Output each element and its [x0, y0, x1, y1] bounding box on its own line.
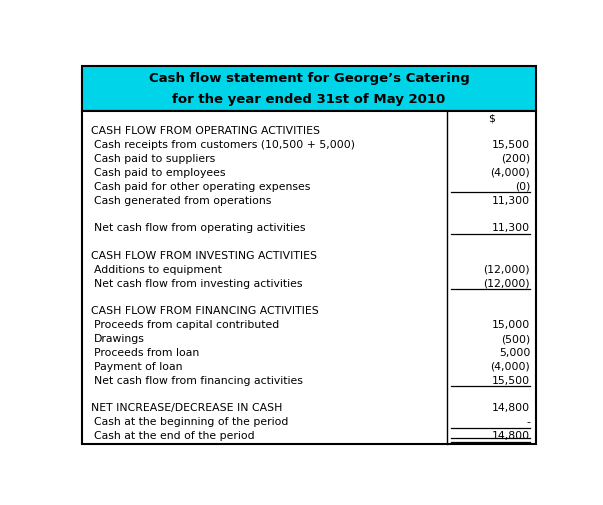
- Text: for the year ended 31st of May 2010: for the year ended 31st of May 2010: [172, 93, 446, 107]
- Text: Payment of loan: Payment of loan: [94, 362, 183, 372]
- Text: Cash receipts from customers (10,500 + 5,000): Cash receipts from customers (10,500 + 5…: [94, 140, 355, 150]
- Text: (12,000): (12,000): [484, 279, 530, 289]
- Text: Proceeds from loan: Proceeds from loan: [94, 348, 200, 358]
- Text: NET INCREASE/DECREASE IN CASH: NET INCREASE/DECREASE IN CASH: [91, 403, 282, 413]
- Text: 14,800: 14,800: [492, 403, 530, 413]
- Text: 15,000: 15,000: [492, 320, 530, 330]
- Text: (0): (0): [515, 182, 530, 192]
- Text: Cash flow statement for George’s Catering: Cash flow statement for George’s Caterin…: [149, 72, 469, 85]
- Text: $: $: [488, 114, 494, 124]
- Text: (4,000): (4,000): [490, 168, 530, 178]
- Text: Additions to equipment: Additions to equipment: [94, 265, 222, 275]
- Text: Cash paid to suppliers: Cash paid to suppliers: [94, 154, 215, 164]
- Text: Cash generated from operations: Cash generated from operations: [94, 195, 271, 206]
- Text: Net cash flow from financing activities: Net cash flow from financing activities: [94, 376, 303, 386]
- Text: Drawings: Drawings: [94, 334, 145, 344]
- Text: (500): (500): [501, 334, 530, 344]
- Text: Proceeds from capital contributed: Proceeds from capital contributed: [94, 320, 279, 330]
- Text: (4,000): (4,000): [490, 362, 530, 372]
- Text: 5,000: 5,000: [499, 348, 530, 358]
- Text: 15,500: 15,500: [492, 140, 530, 150]
- Text: Net cash flow from operating activities: Net cash flow from operating activities: [94, 223, 306, 233]
- Text: 11,300: 11,300: [492, 223, 530, 233]
- Text: Cash paid to employees: Cash paid to employees: [94, 168, 226, 178]
- Text: Cash at the beginning of the period: Cash at the beginning of the period: [94, 417, 288, 427]
- Text: Net cash flow from investing activities: Net cash flow from investing activities: [94, 279, 303, 289]
- Text: (12,000): (12,000): [484, 265, 530, 275]
- Text: 15,500: 15,500: [492, 376, 530, 386]
- Text: 11,300: 11,300: [492, 195, 530, 206]
- Text: CASH FLOW FROM INVESTING ACTIVITIES: CASH FLOW FROM INVESTING ACTIVITIES: [91, 251, 317, 261]
- Text: (200): (200): [501, 154, 530, 164]
- Text: Cash at the end of the period: Cash at the end of the period: [94, 431, 254, 441]
- Text: CASH FLOW FROM OPERATING ACTIVITIES: CASH FLOW FROM OPERATING ACTIVITIES: [91, 126, 320, 136]
- Text: Cash paid for other operating expenses: Cash paid for other operating expenses: [94, 182, 311, 192]
- Text: -: -: [526, 417, 530, 427]
- Text: 14,800: 14,800: [492, 431, 530, 441]
- Text: CASH FLOW FROM FINANCING ACTIVITIES: CASH FLOW FROM FINANCING ACTIVITIES: [91, 307, 318, 316]
